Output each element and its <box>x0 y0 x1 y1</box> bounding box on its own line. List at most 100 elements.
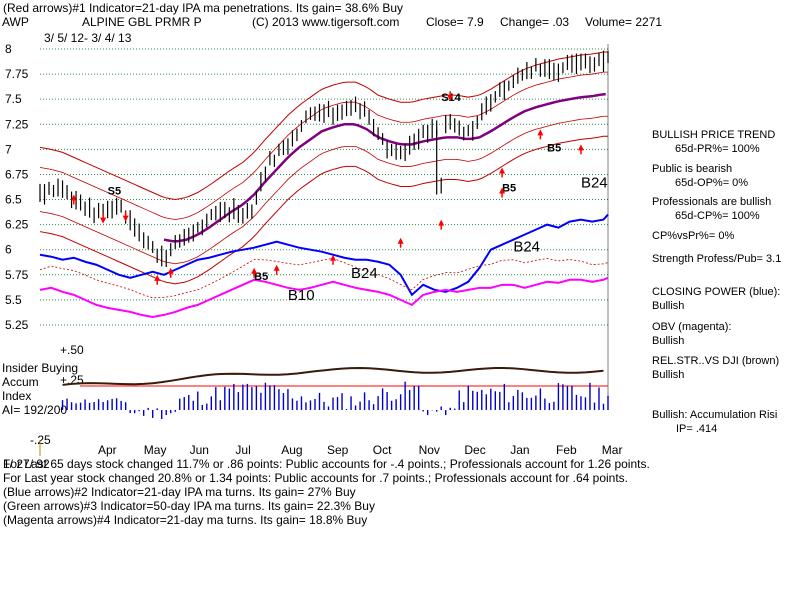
y-tick-label: 5.75 <box>5 268 29 282</box>
indicator-lines <box>39 213 609 318</box>
red-arrow <box>537 129 544 136</box>
closing-title: CLOSING POWER (blue): <box>652 286 780 298</box>
lower-inner-band <box>39 115 608 265</box>
ma-line <box>163 92 606 243</box>
accum-y-tick: +.50 <box>60 343 84 357</box>
signal-label: B24 <box>513 239 540 256</box>
cpvspr-value: CP%vsPr%= 0% <box>652 230 734 242</box>
change-value: Change= .03 <box>500 15 569 29</box>
footer-line-year: For Last year stock changed 20.8% or 1.3… <box>3 471 628 485</box>
y-tick-label: 7 <box>5 142 12 156</box>
y-tick-label: 5.25 <box>5 318 29 332</box>
relstr-line <box>62 367 604 386</box>
red-arrow <box>330 254 337 261</box>
sidebar-stats: BULLISH PRICE TREND 65d-PR%= 100% Public… <box>652 129 781 435</box>
footer-notes: For Last 65 days stock changed 11.7% or … <box>3 440 650 527</box>
x-tick-label: Feb <box>556 443 577 457</box>
accum-label: Accum <box>2 375 39 389</box>
x-tick-label: Nov <box>419 443 440 457</box>
red-arrow <box>499 187 506 194</box>
y-tick-label: 7.75 <box>5 67 29 81</box>
red-arrows-indicator-line: (Red arrows)#1 Indicator=21-day IPA ma p… <box>3 1 403 15</box>
red-arrow <box>122 215 129 222</box>
upper-inner-band <box>39 71 608 220</box>
signal-label: B10 <box>288 287 315 304</box>
y-tick-label: 6.75 <box>5 167 29 181</box>
y-tick-label: 6 <box>5 243 12 257</box>
x-tick-label: May <box>144 443 167 457</box>
op-value: 65d-OP%= 0% <box>675 177 748 189</box>
copyright-text: (C) 2013 www.tigersoft.com <box>252 15 399 29</box>
pros-title: Professionals are bullish <box>652 196 771 208</box>
signal-label: B5 <box>254 271 268 283</box>
insider-buying-label: Insider Buying <box>2 361 78 375</box>
signal-label: B5 <box>502 182 516 194</box>
upper-band <box>39 51 608 201</box>
relstr-value: Bullish <box>652 369 684 381</box>
ip-value: IP= .414 <box>676 423 717 435</box>
public-title: Public is bearish <box>652 163 732 175</box>
x-tick-label: Sep <box>327 443 349 457</box>
red-arrow <box>577 144 584 151</box>
y-tick-label: 7.25 <box>5 117 29 131</box>
relstr-dotted-line <box>39 257 609 299</box>
chart-header: (Red arrows)#1 Indicator=21-day IPA ma p… <box>2 1 662 45</box>
y-tick-label: 6.25 <box>5 218 29 232</box>
y-tick-label: 5.5 <box>5 293 22 307</box>
accumulation-panel: Insider Buying Accum Index AI= 192/200 +… <box>2 343 609 447</box>
footer-blue-arrows: (Blue arrows)#2 Indicator=21-day IPA ma … <box>3 485 356 499</box>
signal-label: B24 <box>351 265 378 282</box>
footer-line-65day: For Last 65 days stock changed 11.7% or … <box>3 457 650 471</box>
trend-title: BULLISH PRICE TREND <box>652 129 775 141</box>
signal-label: B5 <box>547 142 561 154</box>
red-arrow <box>397 237 404 244</box>
red-arrow <box>70 194 77 201</box>
x-tick-label: Mar <box>602 443 623 457</box>
red-arrow <box>438 219 445 226</box>
obv-value: Bullish <box>652 335 684 347</box>
y-tick-label: 6.5 <box>5 193 22 207</box>
signal-label: B24 <box>581 174 608 191</box>
red-arrow <box>154 274 161 281</box>
x-tick-label: Jan <box>510 443 529 457</box>
price-y-axis: 8 7.75 7.5 7.25 7 6.75 6.5 6.25 6 5.75 5.5 5.25 <box>5 42 29 332</box>
signal-arrows <box>70 91 584 285</box>
pr-value: 65d-PR%= 100% <box>675 143 760 155</box>
footer-magenta-arrows: (Magenta arrows)#4 Indicator=21-day ma t… <box>3 513 367 527</box>
bullish-accum: Bullish: Accumulation Risi <box>652 409 777 421</box>
company-name: ALPINE GBL PRMR P <box>82 15 202 29</box>
price-grid <box>40 44 609 410</box>
y-tick-label: 7.5 <box>5 92 22 106</box>
ai-label: AI= 192/200 <box>2 403 67 417</box>
signal-label: S5 <box>108 186 121 198</box>
red-arrow <box>167 267 174 274</box>
lower-band <box>39 135 608 285</box>
red-arrow <box>100 217 107 224</box>
strength-value: Strength Profess/Pub= 3.1 <box>652 253 781 265</box>
red-arrow <box>499 167 506 174</box>
x-axis-months: Apr May Jun Jul Aug Sep Oct Nov Dec Jan Feb Mar <box>98 443 622 457</box>
cp-value: 65d-CP%= 100% <box>675 210 760 222</box>
x-tick-label: Jun <box>190 443 209 457</box>
footer-date-overlap: 1/ 27/ 92 <box>3 457 50 471</box>
relstr-title: REL.STR..VS DJI (brown) <box>652 355 779 367</box>
obv-line <box>39 276 609 318</box>
x-tick-label: Apr <box>98 443 117 457</box>
closing-value: Bullish <box>652 300 684 312</box>
close-value: Close= 7.9 <box>426 15 484 29</box>
date-range: 3/ 5/ 12- 3/ 4/ 13 <box>44 31 132 45</box>
index-label: Index <box>2 389 31 403</box>
price-bars <box>39 50 609 268</box>
y-tick-label: 8 <box>5 42 12 56</box>
red-arrow <box>447 95 454 102</box>
x-tick-label: Dec <box>464 443 485 457</box>
price-bands <box>39 51 608 285</box>
red-arrow <box>273 264 280 271</box>
x-tick-label: Jul <box>235 443 250 457</box>
x-tick-label: Oct <box>373 443 392 457</box>
closing-power-line <box>39 213 609 297</box>
red-arrow <box>251 267 258 274</box>
footer-green-arrows: (Green arrows)#3 Indicator=50-day IPA ma… <box>3 499 375 513</box>
accum-y-tick: -.25 <box>30 433 51 447</box>
